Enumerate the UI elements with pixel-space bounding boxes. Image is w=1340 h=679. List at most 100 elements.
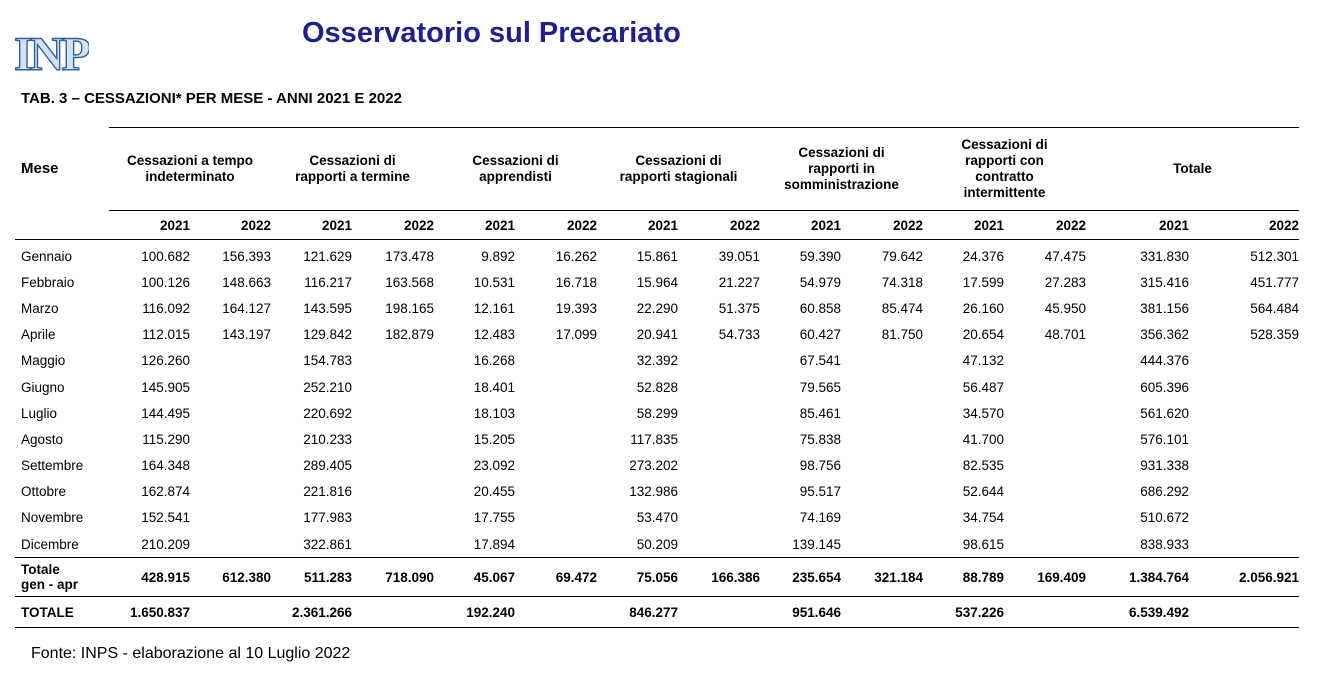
table-cell: 21.227 [718,274,760,290]
table-cell [841,348,923,374]
table-cell [1189,348,1299,374]
table-cell [1004,453,1086,479]
table-cell: 17.099 [555,327,597,343]
table-cell [1004,596,1086,629]
table-cell: 26.160 [962,300,1004,316]
table-cell: 331.830 [1140,248,1189,264]
table-cell: 54.733 [718,327,760,343]
table-row: Novembre 152.541 177.983 17.755 53.470 74.169… [15,505,1299,531]
table-cell: 48.701 [1044,327,1086,343]
table-cell [1004,505,1086,531]
table-cell [678,426,760,452]
year-header: 2021 [923,210,1004,240]
table-cell: 52.828 [636,379,678,395]
table-row: Luglio 144.495 220.692 18.103 58.299 85.461 34… [15,400,1299,426]
subtotal-row: Totale gen - apr 428.915 612.380 511.283 … [15,557,1300,597]
table-cell: 116.217 [304,274,352,290]
table-cell: 10.531 [473,274,515,290]
group-label: Cessazioni di rapporti in somministrazio… [784,145,899,192]
group-label: Cessazioni di rapporti con contratto int… [961,137,1048,200]
table-cell [515,505,597,531]
table-cell: 356.362 [1140,327,1189,343]
table-cell [1189,453,1299,479]
table-cell: 82.535 [962,458,1004,474]
table-cell: 2.056.921 [1189,557,1300,597]
table-cell: 19.393 [555,300,597,316]
table-cell: 45.067 [434,557,515,597]
table-cell [678,596,760,629]
table-cell: 74.318 [881,274,923,290]
table-cell: 444.376 [1140,353,1189,369]
table-row: Maggio 126.260 154.783 16.268 32.392 67.541 47… [15,348,1299,374]
table-cell: 16.268 [473,353,515,369]
month-label: Agosto [21,431,64,447]
table-cell: 53.470 [636,510,678,526]
table-cell [841,479,923,505]
table-cell [841,531,923,558]
table-cell: 145.905 [141,379,190,395]
year-header: 2022 [1189,210,1300,240]
table-cell: 605.396 [1140,379,1189,395]
table-cell [841,400,923,426]
table-row: Agosto 115.290 210.233 15.205 117.835 75.838 4… [15,426,1299,452]
table-cell: 15.205 [473,431,515,447]
table-cell [515,374,597,400]
table-cell: 182.879 [385,327,434,343]
group-label: Totale [1173,161,1212,176]
table-cell [190,426,271,452]
table-cell: 537.226 [923,596,1004,629]
table-cell [678,531,760,558]
table-cell: 561.620 [1140,405,1189,421]
table-cell: 143.197 [222,327,271,343]
table-cell: 951.646 [760,596,841,629]
table-cell: 718.090 [352,557,434,597]
table-cell: 16.262 [555,248,597,264]
month-label: Giugno [21,379,65,395]
table-cell: 81.750 [881,327,923,343]
table-cell: 273.202 [629,458,678,474]
table-cell: 166.386 [678,557,760,597]
table-cell: 69.472 [515,557,597,597]
table-cell: 143.595 [303,300,352,316]
logo-text: INPS [14,28,89,78]
total-row: TOTALE 1.650.837 2.361.266 192.240 846.2… [15,596,1300,629]
table-cell: 15.964 [636,274,678,290]
table-cell: 18.103 [473,405,515,421]
table-cell [841,426,923,452]
table-cell [190,531,271,558]
table-cell: 931.338 [1140,458,1189,474]
year-header: 2021 [597,210,678,240]
table-cell: 27.283 [1044,274,1086,290]
year-header: 2021 [1086,210,1189,240]
table-body: Gennaio 100.682 156.393 121.629 173.478 9.892… [15,240,1299,558]
table-cell [515,400,597,426]
year-header: 2021 [760,210,841,240]
table-cell [841,374,923,400]
table-cell: 67.541 [799,353,841,369]
table-cell: 221.816 [303,484,352,500]
table-cell: 79.642 [881,248,923,264]
table-cell: 32.392 [636,353,678,369]
table-cell: 45.950 [1044,300,1086,316]
table-cell [678,479,760,505]
table-cell: 315.416 [1140,274,1189,290]
group-header-row: Mese Cessazioni a tempo indeterminato Ce… [15,127,1300,211]
table-cell: 451.777 [1250,274,1300,290]
table-cell: 156.393 [222,248,271,264]
table-cell: 121.629 [303,248,352,264]
table-cell: 34.570 [962,405,1004,421]
table-cell: 289.405 [303,458,352,474]
table-cell: 162.874 [141,484,190,500]
table-cell: 100.126 [141,274,190,290]
table-cell: 321.184 [841,557,923,597]
table-cell: 60.427 [799,327,841,343]
table-caption: TAB. 3 – CESSAZIONI* PER MESE - ANNI 202… [21,90,402,107]
table-cell: 528.359 [1250,327,1300,343]
month-label: Settembre [21,458,84,474]
table-cell: 22.290 [636,300,678,316]
month-label: Dicembre [21,536,79,552]
table-cell [515,531,597,558]
table-cell: 16.718 [555,274,597,290]
month-label: Febbraio [21,274,75,290]
table-cell: 75.838 [799,431,841,447]
